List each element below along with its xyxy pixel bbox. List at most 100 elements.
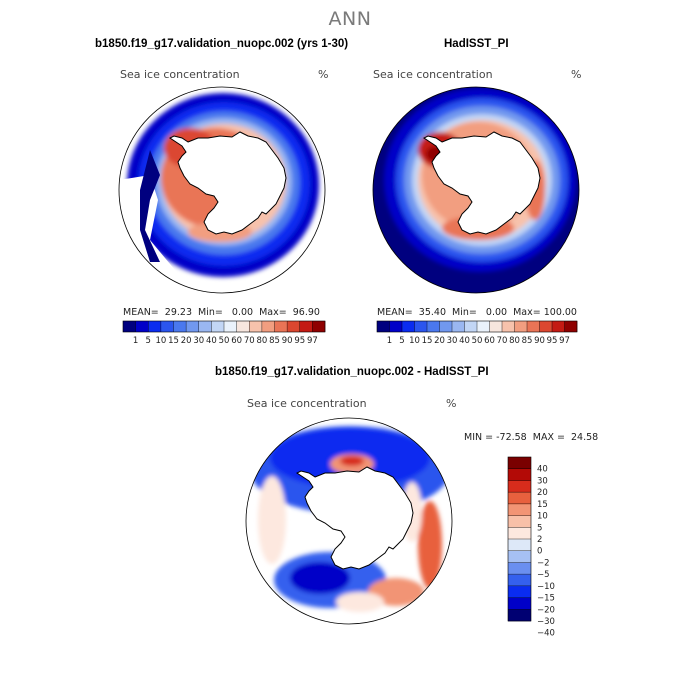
colorbar-swatch: [236, 321, 250, 332]
colorbar-swatch: [123, 321, 136, 332]
colorbar-swatch: [198, 321, 212, 332]
colorbar-tick-label: 10: [155, 336, 166, 346]
colorbar-swatch: [274, 321, 288, 332]
colorbar-swatch: [508, 574, 531, 587]
colorbar-tick-label: −2: [537, 558, 550, 568]
colorbar-swatch: [508, 597, 531, 610]
colorbar-tick-label: 30: [537, 476, 548, 486]
colorbar-swatch: [148, 321, 162, 332]
colorbar-swatch: [489, 321, 503, 332]
colorbar-tick-label: 60: [231, 336, 242, 346]
colorbar-tick-label: 0: [537, 547, 542, 557]
colorbar-tick-label: 40: [459, 336, 470, 346]
colorbar-swatch: [508, 562, 531, 575]
colorbar-tick-label: 50: [472, 336, 483, 346]
colorbar-swatch: [452, 321, 465, 332]
colorbar-tick-label: 15: [537, 500, 548, 510]
colorbar-swatch: [508, 457, 531, 470]
colorbar-tick-label: 15: [422, 336, 433, 346]
colorbar-tick-label: −10: [537, 582, 555, 592]
colorbar-tick-label: −5: [537, 570, 550, 580]
colorbar-tick-label: −15: [537, 594, 555, 604]
colorbar-swatch: [249, 321, 263, 332]
figure-title: ANN: [328, 8, 372, 30]
diff-panel-title: b1850.f19_g17.validation_nuopc.002 - Had…: [215, 366, 489, 378]
colorbar-swatch: [186, 321, 200, 332]
colorbar-swatch: [514, 321, 528, 332]
diff-stats: MIN = -72.58 MAX = 24.58: [464, 432, 599, 443]
colorbar-swatch: [389, 321, 403, 332]
colorbar-swatch: [508, 527, 531, 540]
colorbar-tick-label: 90: [282, 336, 293, 346]
colorbar-swatch: [135, 321, 149, 332]
colorbar-tick-label: 10: [537, 512, 548, 522]
colorbar-tick-label: 1: [387, 336, 392, 346]
right-units-label: %: [571, 68, 582, 81]
colorbar-tick-label: 85: [269, 336, 280, 346]
colorbar-tick-label: 97: [559, 336, 570, 346]
colorbar-swatch: [552, 321, 565, 332]
colorbar-tick-label: 2: [537, 535, 542, 545]
colorbar-tick-label: −40: [537, 629, 555, 639]
colorbar-swatch: [427, 321, 440, 332]
colorbar-swatch: [508, 480, 531, 493]
left-panel-title: b1850.f19_g17.validation_nuopc.002 (yrs …: [95, 38, 349, 50]
colorbar-swatch: [414, 321, 428, 332]
left-stats: MEAN= 29.23 Min= 0.00 Max= 96.90: [123, 307, 320, 318]
colorbar-tick-label: 20: [537, 488, 548, 498]
colorbar-swatch: [508, 585, 531, 598]
colorbar-swatch: [261, 321, 275, 332]
colorbar-swatch: [508, 468, 531, 481]
colorbar-tick-label: −30: [537, 617, 555, 627]
colorbar-swatch: [173, 321, 187, 332]
colorbar-tick-label: 20: [434, 336, 445, 346]
colorbar-tick-label: 40: [206, 336, 217, 346]
colorbar-swatch: [508, 503, 531, 516]
colorbar-swatch: [439, 321, 453, 332]
left-map: [118, 86, 326, 294]
colorbar-tick-label: 90: [534, 336, 545, 346]
right-variable-label: Sea ice concentration: [373, 68, 493, 81]
colorbar-tick-label: 20: [181, 336, 192, 346]
colorbar-swatch: [527, 321, 540, 332]
colorbar-tick-label: 30: [193, 336, 204, 346]
colorbar-swatch: [377, 321, 390, 332]
colorbar-tick-label: 5: [537, 523, 542, 533]
colorbar-swatch: [224, 321, 237, 332]
colorbar-swatch: [211, 321, 225, 332]
left-colorbar: 1 5 10 15 20 30 40 50 60 70 80 85 90 95 97: [122, 320, 326, 346]
colorbar-swatch: [539, 321, 553, 332]
colorbar-swatch: [464, 321, 478, 332]
colorbar-tick-label: 1: [133, 336, 138, 346]
colorbar-tick-label: 10: [409, 336, 420, 346]
diff-units-label: %: [446, 397, 457, 410]
colorbar-swatch: [508, 515, 531, 528]
colorbar-tick-label: 95: [294, 336, 305, 346]
colorbar-swatch: [508, 550, 531, 563]
colorbar-tick-label: 80: [509, 336, 520, 346]
left-units-label: %: [318, 68, 329, 81]
right-map: [372, 86, 580, 294]
colorbar-swatch: [287, 321, 301, 332]
colorbar-swatch: [502, 321, 515, 332]
colorbar-swatch: [402, 321, 415, 332]
colorbar-swatch: [160, 321, 174, 332]
colorbar-tick-label: 5: [399, 336, 404, 346]
colorbar-tick-label: 97: [307, 336, 318, 346]
colorbar-tick-label: 85: [522, 336, 533, 346]
diff-variable-label: Sea ice concentration: [247, 397, 367, 410]
colorbar-tick-label: 80: [256, 336, 267, 346]
colorbar-tick-label: 15: [168, 336, 179, 346]
colorbar-swatch: [508, 492, 531, 505]
right-panel-title: HadISST_PI: [444, 38, 509, 50]
colorbar-tick-label: 95: [547, 336, 558, 346]
colorbar-swatch: [564, 321, 578, 332]
colorbar-tick-label: 50: [219, 336, 230, 346]
colorbar-tick-label: 70: [497, 336, 508, 346]
colorbar-tick-label: −20: [537, 605, 555, 615]
colorbar-swatch: [312, 321, 326, 332]
colorbar-swatch: [477, 321, 490, 332]
colorbar-tick-label: 5: [146, 336, 151, 346]
left-variable-label: Sea ice concentration: [120, 68, 240, 81]
